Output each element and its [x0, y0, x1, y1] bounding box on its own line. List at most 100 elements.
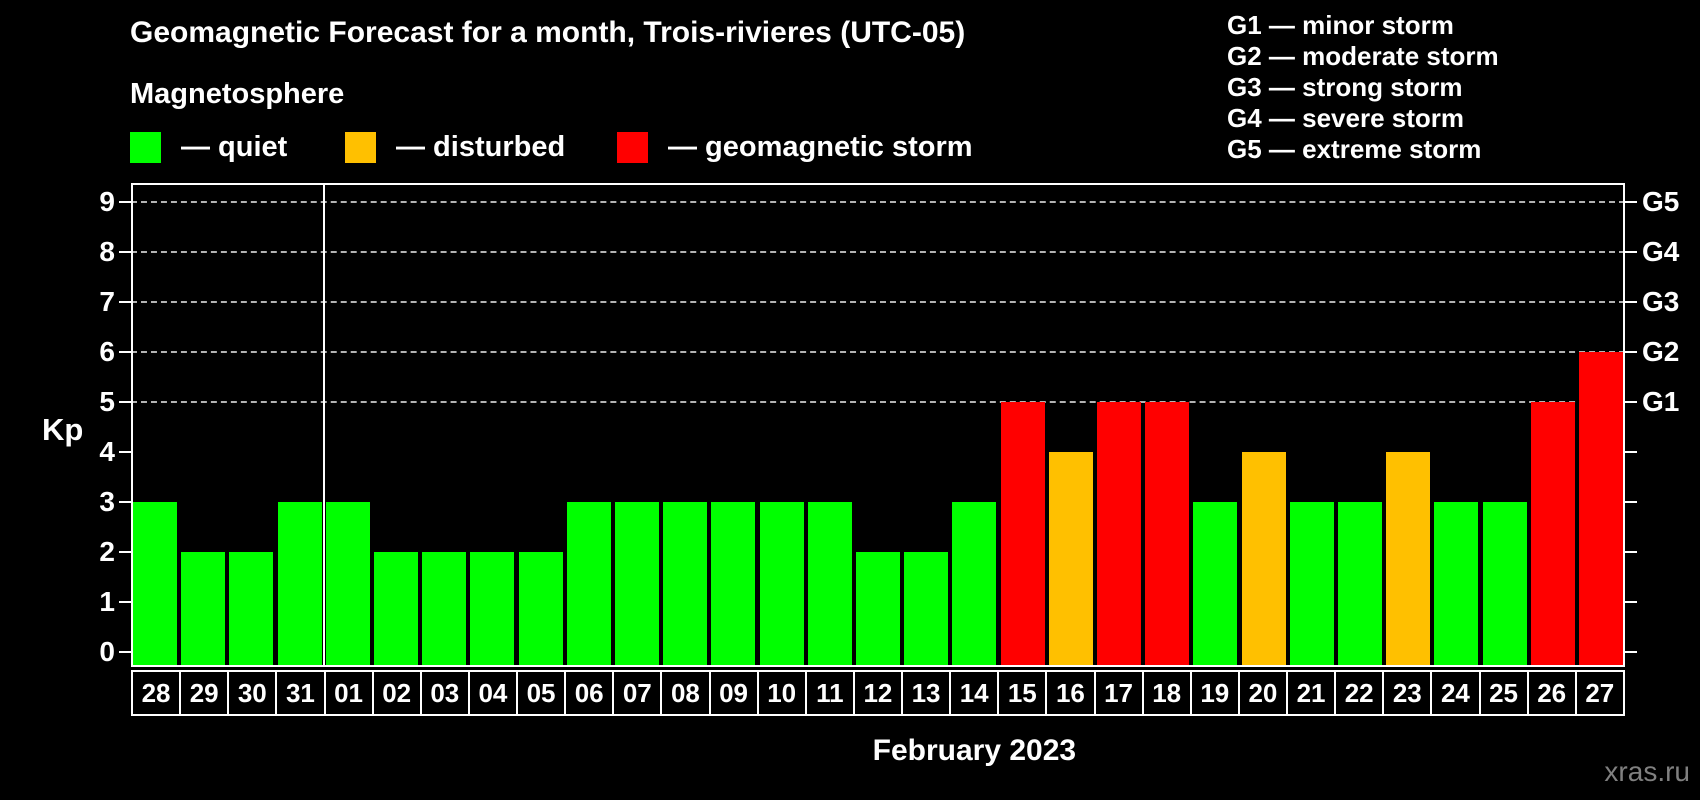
day-label-18: 18	[1141, 670, 1192, 716]
bar-day-14-kp-3-quiet	[952, 502, 997, 667]
day-label-01: 01	[323, 670, 374, 716]
y-tick-label-6: 6	[99, 336, 115, 367]
day-label-04: 04	[467, 670, 518, 716]
y-tick-right-5	[1625, 401, 1637, 403]
day-label-07: 07	[612, 670, 663, 716]
y-tick-right-1	[1625, 601, 1637, 603]
bar-day-08-kp-3-quiet	[663, 502, 708, 667]
watermark-xras: xras.ru	[1604, 756, 1690, 787]
bar-day-19-kp-3-quiet	[1193, 502, 1238, 667]
bar-day-31-kp-3-quiet	[277, 502, 322, 667]
bar-day-02-kp-2-quiet	[374, 552, 419, 667]
g-legend-line-4: G4 — severe storm	[1227, 103, 1465, 133]
bar-day-10-kp-3-quiet	[759, 502, 804, 667]
g-legend-line-3: G3 — strong storm	[1227, 72, 1463, 102]
g-label-G1: G1	[1642, 386, 1680, 417]
day-label-25: 25	[1478, 670, 1529, 716]
day-label-28: 28	[131, 670, 182, 716]
gridline-kp-5	[131, 401, 1625, 403]
day-label-23: 23	[1382, 670, 1433, 716]
bar-day-28-kp-3-quiet	[133, 502, 178, 667]
disturbed-swatch	[345, 132, 376, 163]
day-label-09: 09	[708, 670, 759, 716]
legend-item-disturbed: — disturbed	[345, 131, 565, 164]
y-axis-title: Kp	[42, 412, 84, 447]
month-separator-line	[322, 183, 325, 667]
day-label-30: 30	[227, 670, 278, 716]
plot-area	[131, 183, 1625, 667]
bar-day-11-kp-3-quiet	[807, 502, 852, 667]
day-label-20: 20	[1237, 670, 1288, 716]
bar-day-06-kp-3-quiet	[566, 502, 611, 667]
y-tick-right-4	[1625, 451, 1637, 453]
bar-day-27-kp-6-storm	[1578, 352, 1623, 667]
g-label-G3: G3	[1642, 286, 1680, 317]
day-label-14: 14	[949, 670, 1000, 716]
bar-day-01-kp-3-quiet	[325, 502, 370, 667]
bar-day-16-kp-4-disturbed	[1048, 452, 1093, 667]
y-tick-left-1	[119, 601, 131, 603]
day-label-19: 19	[1189, 670, 1240, 716]
quiet-swatch	[130, 132, 161, 163]
day-label-15: 15	[997, 670, 1048, 716]
y-tick-label-9: 9	[99, 186, 115, 217]
bar-day-15-kp-5-storm	[1000, 402, 1045, 667]
y-tick-right-6	[1625, 351, 1637, 353]
legend-label-quiet: — quiet	[181, 131, 288, 163]
y-tick-label-0: 0	[99, 636, 115, 667]
g-label-G2: G2	[1642, 336, 1680, 367]
day-label-06: 06	[564, 670, 615, 716]
bar-day-09-kp-3-quiet	[711, 502, 756, 667]
y-tick-label-8: 8	[99, 236, 115, 267]
bar-day-30-kp-2-quiet	[229, 552, 274, 667]
day-label-29: 29	[179, 670, 230, 716]
legend-item-quiet: — quiet	[130, 131, 287, 164]
day-label-13: 13	[901, 670, 952, 716]
g-label-G5: G5	[1642, 186, 1680, 217]
day-label-11: 11	[804, 670, 855, 716]
day-label-05: 05	[516, 670, 567, 716]
bar-day-03-kp-2-quiet	[422, 552, 467, 667]
y-tick-right-7	[1625, 301, 1637, 303]
g-legend-line-5: G5 — extreme storm	[1227, 134, 1482, 164]
storm-swatch	[617, 132, 648, 163]
x-axis-title: February 2023	[872, 734, 1077, 767]
day-label-16: 16	[1045, 670, 1096, 716]
bar-day-20-kp-4-disturbed	[1241, 452, 1286, 667]
g-scale-legend: G1 — minor storm G2 — moderate storm G3 — …	[1227, 10, 1499, 165]
day-label-12: 12	[852, 670, 903, 716]
bar-day-29-kp-2-quiet	[181, 552, 226, 667]
y-tick-right-2	[1625, 551, 1637, 553]
y-tick-left-4	[119, 451, 131, 453]
legend-item-storm: — geomagnetic storm	[617, 131, 973, 164]
gridline-kp-7	[131, 301, 1625, 303]
bar-day-07-kp-3-quiet	[615, 502, 660, 667]
bar-day-18-kp-5-storm	[1145, 402, 1190, 667]
day-label-17: 17	[1093, 670, 1144, 716]
y-tick-label-3: 3	[99, 486, 115, 517]
g-label-G4: G4	[1642, 236, 1680, 267]
y-tick-left-8	[119, 251, 131, 253]
chart-title: Geomagnetic Forecast for a month, Trois-…	[130, 16, 966, 49]
gridline-kp-9	[131, 201, 1625, 203]
y-tick-label-7: 7	[99, 286, 115, 317]
day-label-26: 26	[1526, 670, 1577, 716]
day-label-31: 31	[275, 670, 326, 716]
day-label-03: 03	[419, 670, 470, 716]
bar-day-04-kp-2-quiet	[470, 552, 515, 667]
y-tick-right-3	[1625, 501, 1637, 503]
bar-day-22-kp-3-quiet	[1337, 502, 1382, 667]
plot-frame	[131, 183, 1625, 667]
x-axis-day-labels: 28 29 30 31 01 02 03 04 05 06 07 08 09 10 11 12 13 14 15 16…	[131, 670, 1625, 716]
y-tick-left-2	[119, 551, 131, 553]
bar-day-17-kp-5-storm	[1096, 402, 1141, 667]
bar-day-21-kp-3-quiet	[1289, 502, 1334, 667]
bar-day-05-kp-2-quiet	[518, 552, 563, 667]
day-label-08: 08	[660, 670, 711, 716]
legend-label-storm: — geomagnetic storm	[668, 131, 973, 163]
y-tick-right-9	[1625, 201, 1637, 203]
day-label-27: 27	[1574, 670, 1625, 716]
gridline-kp-6	[131, 351, 1625, 353]
g-legend-line-2: G2 — moderate storm	[1227, 41, 1499, 71]
